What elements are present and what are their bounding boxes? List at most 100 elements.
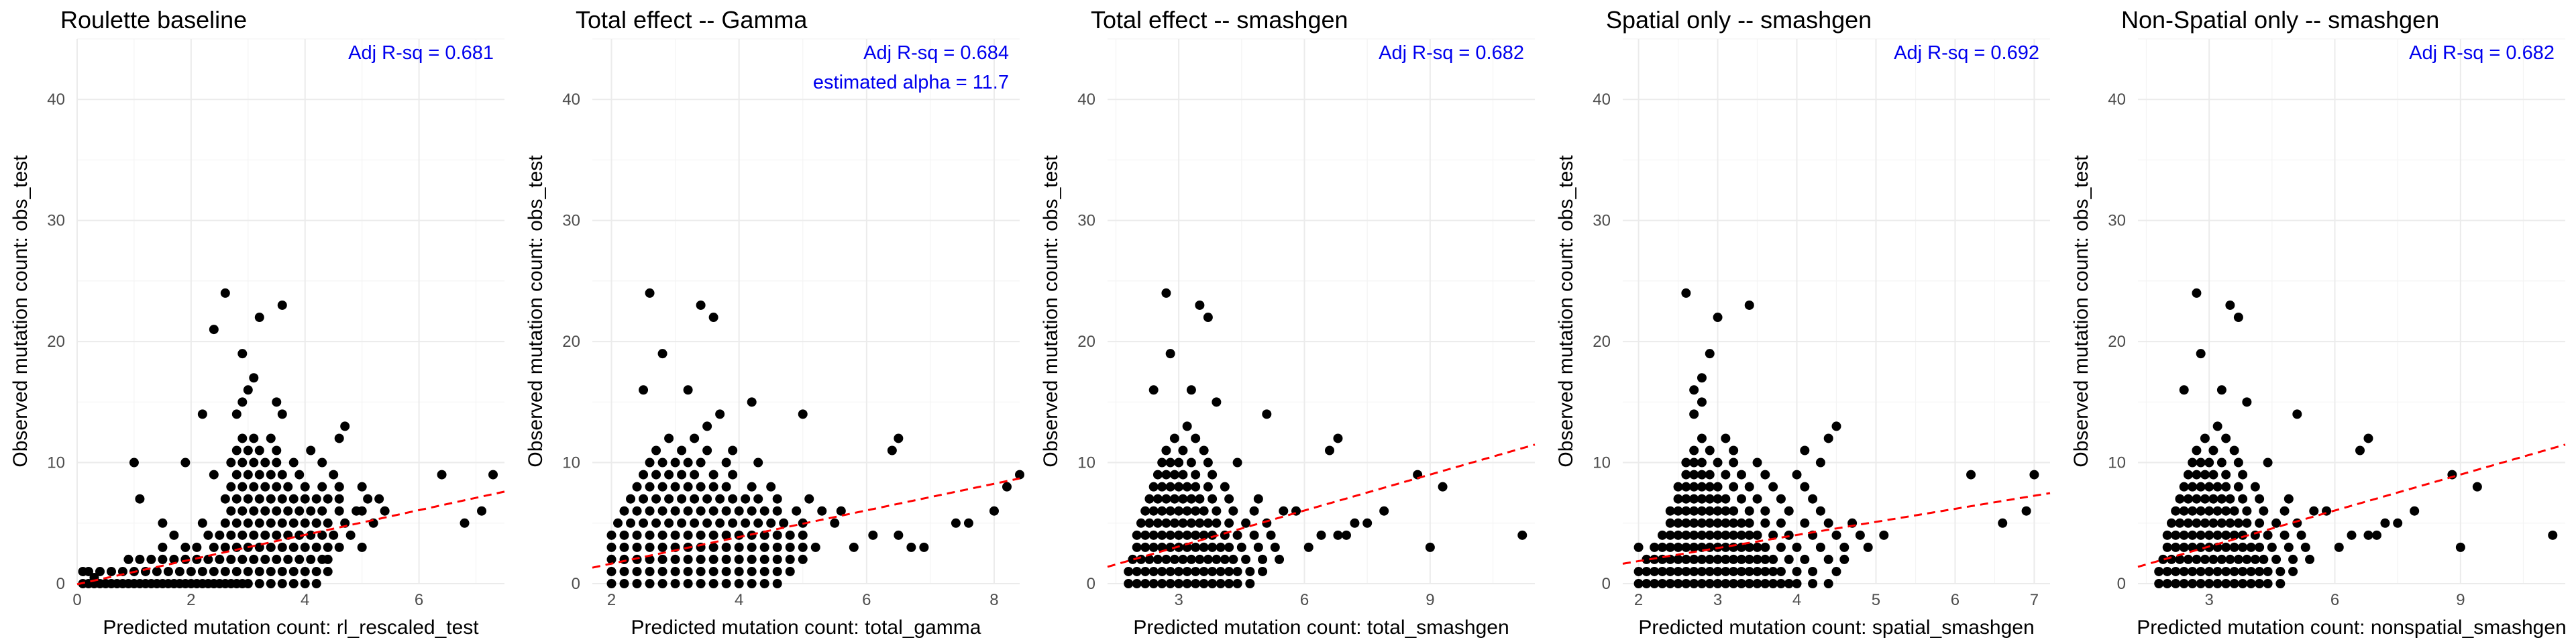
data-point (2196, 542, 2206, 552)
data-point (2233, 313, 2243, 323)
data-point (619, 579, 629, 588)
data-point (1776, 542, 1786, 552)
x-tick-label: 6 (862, 591, 871, 609)
data-point (1633, 579, 1644, 588)
data-point (1212, 518, 1222, 528)
data-point (1705, 470, 1715, 480)
data-point (657, 482, 667, 492)
data-point (2229, 530, 2239, 540)
data-point (243, 518, 253, 528)
data-point (237, 397, 248, 407)
data-point (1752, 530, 1762, 540)
data-point (2229, 542, 2239, 552)
data-point (1169, 433, 1179, 443)
data-point (277, 566, 287, 576)
x-tick-label: 6 (415, 591, 423, 609)
data-point (1879, 530, 1889, 540)
data-point (1174, 579, 1184, 588)
data-point (1157, 530, 1167, 540)
data-point (249, 530, 259, 540)
data-point (1673, 542, 1683, 552)
data-point (1665, 566, 1675, 576)
data-point (708, 542, 718, 552)
data-point (197, 566, 207, 576)
data-point (2179, 385, 2189, 395)
data-point (288, 542, 299, 552)
y-axis-label: Observed mutation count: obs_test (525, 155, 547, 468)
data-point (1186, 518, 1196, 528)
y-tick-label: 0 (572, 575, 580, 593)
data-point (645, 530, 655, 540)
data-point (989, 506, 999, 516)
data-point (1148, 579, 1159, 588)
data-point (1144, 554, 1155, 564)
data-point (1808, 566, 1818, 576)
data-point (317, 458, 327, 468)
data-point (721, 458, 731, 468)
data-point (2238, 542, 2248, 552)
data-point (1681, 482, 1691, 492)
data-point (2233, 554, 2243, 564)
data-point (1673, 482, 1683, 492)
data-point (1216, 542, 1226, 552)
data-point (670, 566, 680, 576)
x-tick-label: 2 (607, 591, 616, 609)
data-point (2238, 470, 2248, 480)
data-point (1236, 542, 1246, 552)
data-point (1303, 542, 1313, 552)
data-point (919, 542, 929, 552)
data-point (1262, 409, 1272, 419)
x-tick-label: 8 (989, 591, 998, 609)
data-point (677, 470, 687, 480)
data-point (2221, 433, 2231, 443)
data-point (1705, 566, 1715, 576)
data-point (1124, 579, 1134, 588)
data-point (696, 566, 706, 576)
data-point (1182, 542, 1192, 552)
data-point (1249, 530, 1259, 540)
data-point (2175, 518, 2185, 528)
data-point (311, 518, 321, 528)
data-point (2221, 579, 2231, 588)
data-point (1697, 506, 1707, 516)
data-point (1729, 518, 1739, 528)
data-point (2225, 300, 2235, 310)
data-point (798, 530, 808, 540)
data-point (249, 554, 259, 564)
data-point (639, 470, 649, 480)
data-point (1689, 385, 1699, 395)
data-point (639, 494, 649, 504)
data-point (243, 494, 253, 504)
data-point (158, 554, 168, 564)
data-point (1182, 506, 1192, 516)
data-point (2255, 579, 2265, 588)
data-point (759, 554, 769, 564)
data-point (1736, 554, 1746, 564)
data-point (2393, 518, 2403, 528)
y-tick-label: 30 (2108, 212, 2126, 230)
data-point (1642, 566, 1652, 576)
data-point (1744, 482, 1754, 492)
data-point (2204, 482, 2214, 492)
data-point (1199, 579, 1209, 588)
data-point (2208, 494, 2218, 504)
y-tick-label: 0 (2117, 575, 2126, 593)
data-point (1152, 518, 1163, 528)
data-point (2472, 482, 2482, 492)
data-point (747, 554, 757, 564)
data-point (734, 530, 744, 540)
data-point (1736, 542, 1746, 552)
data-point (2275, 566, 2286, 576)
data-point (163, 566, 173, 576)
data-point (1241, 554, 1251, 564)
data-point (1839, 542, 1849, 552)
data-point (1174, 566, 1184, 576)
data-point (1681, 542, 1691, 552)
data-point (2212, 579, 2222, 588)
data-point (2179, 530, 2189, 540)
data-point (1165, 506, 1175, 516)
data-point (237, 506, 248, 516)
data-point (1140, 542, 1150, 552)
data-point (249, 458, 259, 468)
data-point (728, 470, 738, 480)
